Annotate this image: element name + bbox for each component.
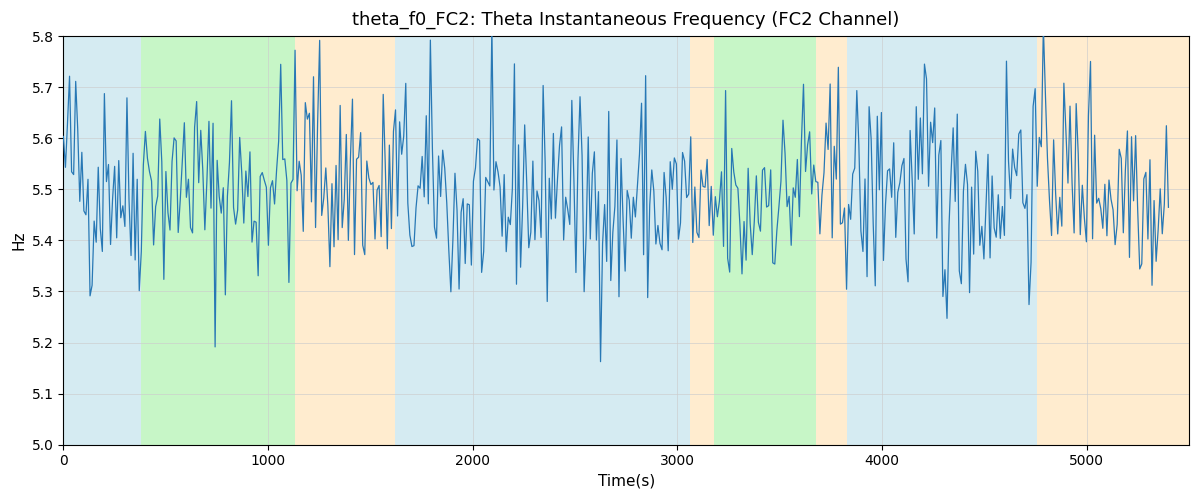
Bar — [64, 36, 142, 445]
Bar — [847, 36, 1038, 445]
Bar — [142, 36, 295, 445]
Bar — [714, 36, 816, 445]
Y-axis label: Hz: Hz — [11, 230, 26, 250]
Bar — [690, 36, 714, 445]
X-axis label: Time(s): Time(s) — [598, 474, 655, 489]
Bar — [395, 36, 690, 445]
Bar — [1038, 36, 1189, 445]
Bar — [816, 36, 847, 445]
Bar — [295, 36, 395, 445]
Title: theta_f0_FC2: Theta Instantaneous Frequency (FC2 Channel): theta_f0_FC2: Theta Instantaneous Freque… — [353, 11, 900, 30]
